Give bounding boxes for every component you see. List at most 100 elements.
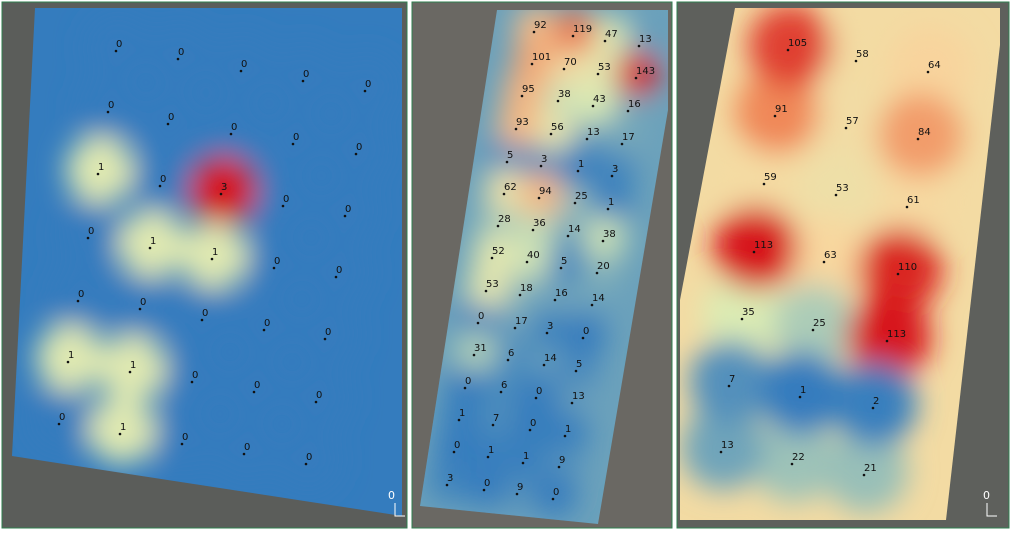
sample-label: 14 <box>592 293 605 304</box>
sample-dot <box>752 250 756 254</box>
value-blob <box>274 426 342 494</box>
value-blob <box>816 15 900 99</box>
value-blob <box>824 429 908 513</box>
sample-label: 6 <box>508 348 514 359</box>
value-blob <box>464 464 508 508</box>
value-blob <box>180 221 248 289</box>
sample-dot <box>513 326 517 330</box>
value-blob <box>858 228 942 312</box>
sample-label: 1 <box>130 360 136 371</box>
value-blob <box>847 295 931 379</box>
value-blob <box>427 459 471 503</box>
sample-label: 38 <box>603 229 616 240</box>
sample-dot <box>719 450 723 454</box>
sample-label: 110 <box>898 262 917 273</box>
sample-label: 1 <box>565 424 571 435</box>
value-blob <box>46 263 114 331</box>
value-blob <box>284 364 352 432</box>
sample-label: 20 <box>597 261 610 272</box>
value-blob <box>434 426 478 470</box>
scale-bar <box>394 503 405 517</box>
sample-dot <box>518 293 522 297</box>
value-blob <box>608 85 652 129</box>
sample-dot <box>499 390 503 394</box>
sample-label: 0 <box>274 256 280 267</box>
value-blob <box>760 351 844 435</box>
sample-label: 1 <box>800 385 806 396</box>
value-blob <box>108 271 176 339</box>
value-blob <box>36 324 104 392</box>
sample-dot <box>505 160 509 164</box>
sample-dot <box>463 386 467 390</box>
value-blob <box>558 145 602 189</box>
sample-label: 13 <box>721 440 734 451</box>
sample-dot <box>158 184 162 188</box>
value-blob <box>507 236 551 280</box>
sample-label: 0 <box>264 318 270 329</box>
sample-label: 13 <box>639 34 652 45</box>
value-blob <box>484 168 528 212</box>
sample-label: 25 <box>813 318 826 329</box>
blobs <box>27 13 401 494</box>
value-blob <box>541 242 585 286</box>
sample-dot <box>496 224 500 228</box>
sample-label: 52 <box>492 246 505 257</box>
sample-dot <box>166 122 170 126</box>
sample-dot <box>798 395 802 399</box>
value-blob <box>533 473 577 517</box>
sample-label: 0 <box>241 59 247 70</box>
sample-dot <box>242 452 246 456</box>
sample-dot <box>790 462 794 466</box>
value-blob <box>555 177 599 221</box>
sample-dot <box>484 289 488 293</box>
sample-dot <box>601 239 605 243</box>
sample-label: 101 <box>532 52 551 63</box>
scale-label: 0 <box>983 489 990 502</box>
value-blob <box>681 406 765 490</box>
sample-dot <box>896 272 900 276</box>
sample-dot <box>786 48 790 52</box>
sample-dot <box>576 169 580 173</box>
value-blob <box>784 216 868 300</box>
value-blob <box>88 396 156 464</box>
value-blob <box>510 404 554 448</box>
sample-dot <box>854 59 858 63</box>
sample-label: 0 <box>168 112 174 123</box>
value-blob <box>531 108 575 152</box>
value-blob <box>583 215 627 259</box>
sample-label: 35 <box>742 307 755 318</box>
sample-label: 143 <box>636 66 655 77</box>
sample-label: 14 <box>568 224 581 235</box>
sample-label: 7 <box>729 374 735 385</box>
value-blob <box>271 43 339 111</box>
value-blob <box>519 172 563 216</box>
value-blob <box>592 150 636 194</box>
value-blob <box>27 386 95 454</box>
sample-label: 1 <box>212 247 218 258</box>
sample-label: 9 <box>559 455 565 466</box>
sample-label: 0 <box>478 311 484 322</box>
sample-label: 36 <box>533 218 546 229</box>
sample-dot <box>740 317 744 321</box>
value-blob <box>878 93 962 177</box>
value-blob <box>293 301 361 369</box>
sample-label: 0 <box>303 69 309 80</box>
value-blob <box>445 362 489 406</box>
value-blob <box>222 354 290 422</box>
sample-label: 43 <box>593 94 606 105</box>
sample-label: 0 <box>178 47 184 58</box>
sample-dot <box>252 390 256 394</box>
sample-dot <box>138 307 142 311</box>
value-blob <box>481 366 525 410</box>
sample-dot <box>106 110 110 114</box>
sample-label: 59 <box>764 172 777 183</box>
sample-dot <box>176 57 180 61</box>
sample-dot <box>528 428 532 432</box>
value-blob <box>472 232 516 276</box>
blobs <box>427 10 663 517</box>
sample-dot <box>272 266 276 270</box>
sample-dot <box>637 44 641 48</box>
sample-dot <box>515 492 519 496</box>
